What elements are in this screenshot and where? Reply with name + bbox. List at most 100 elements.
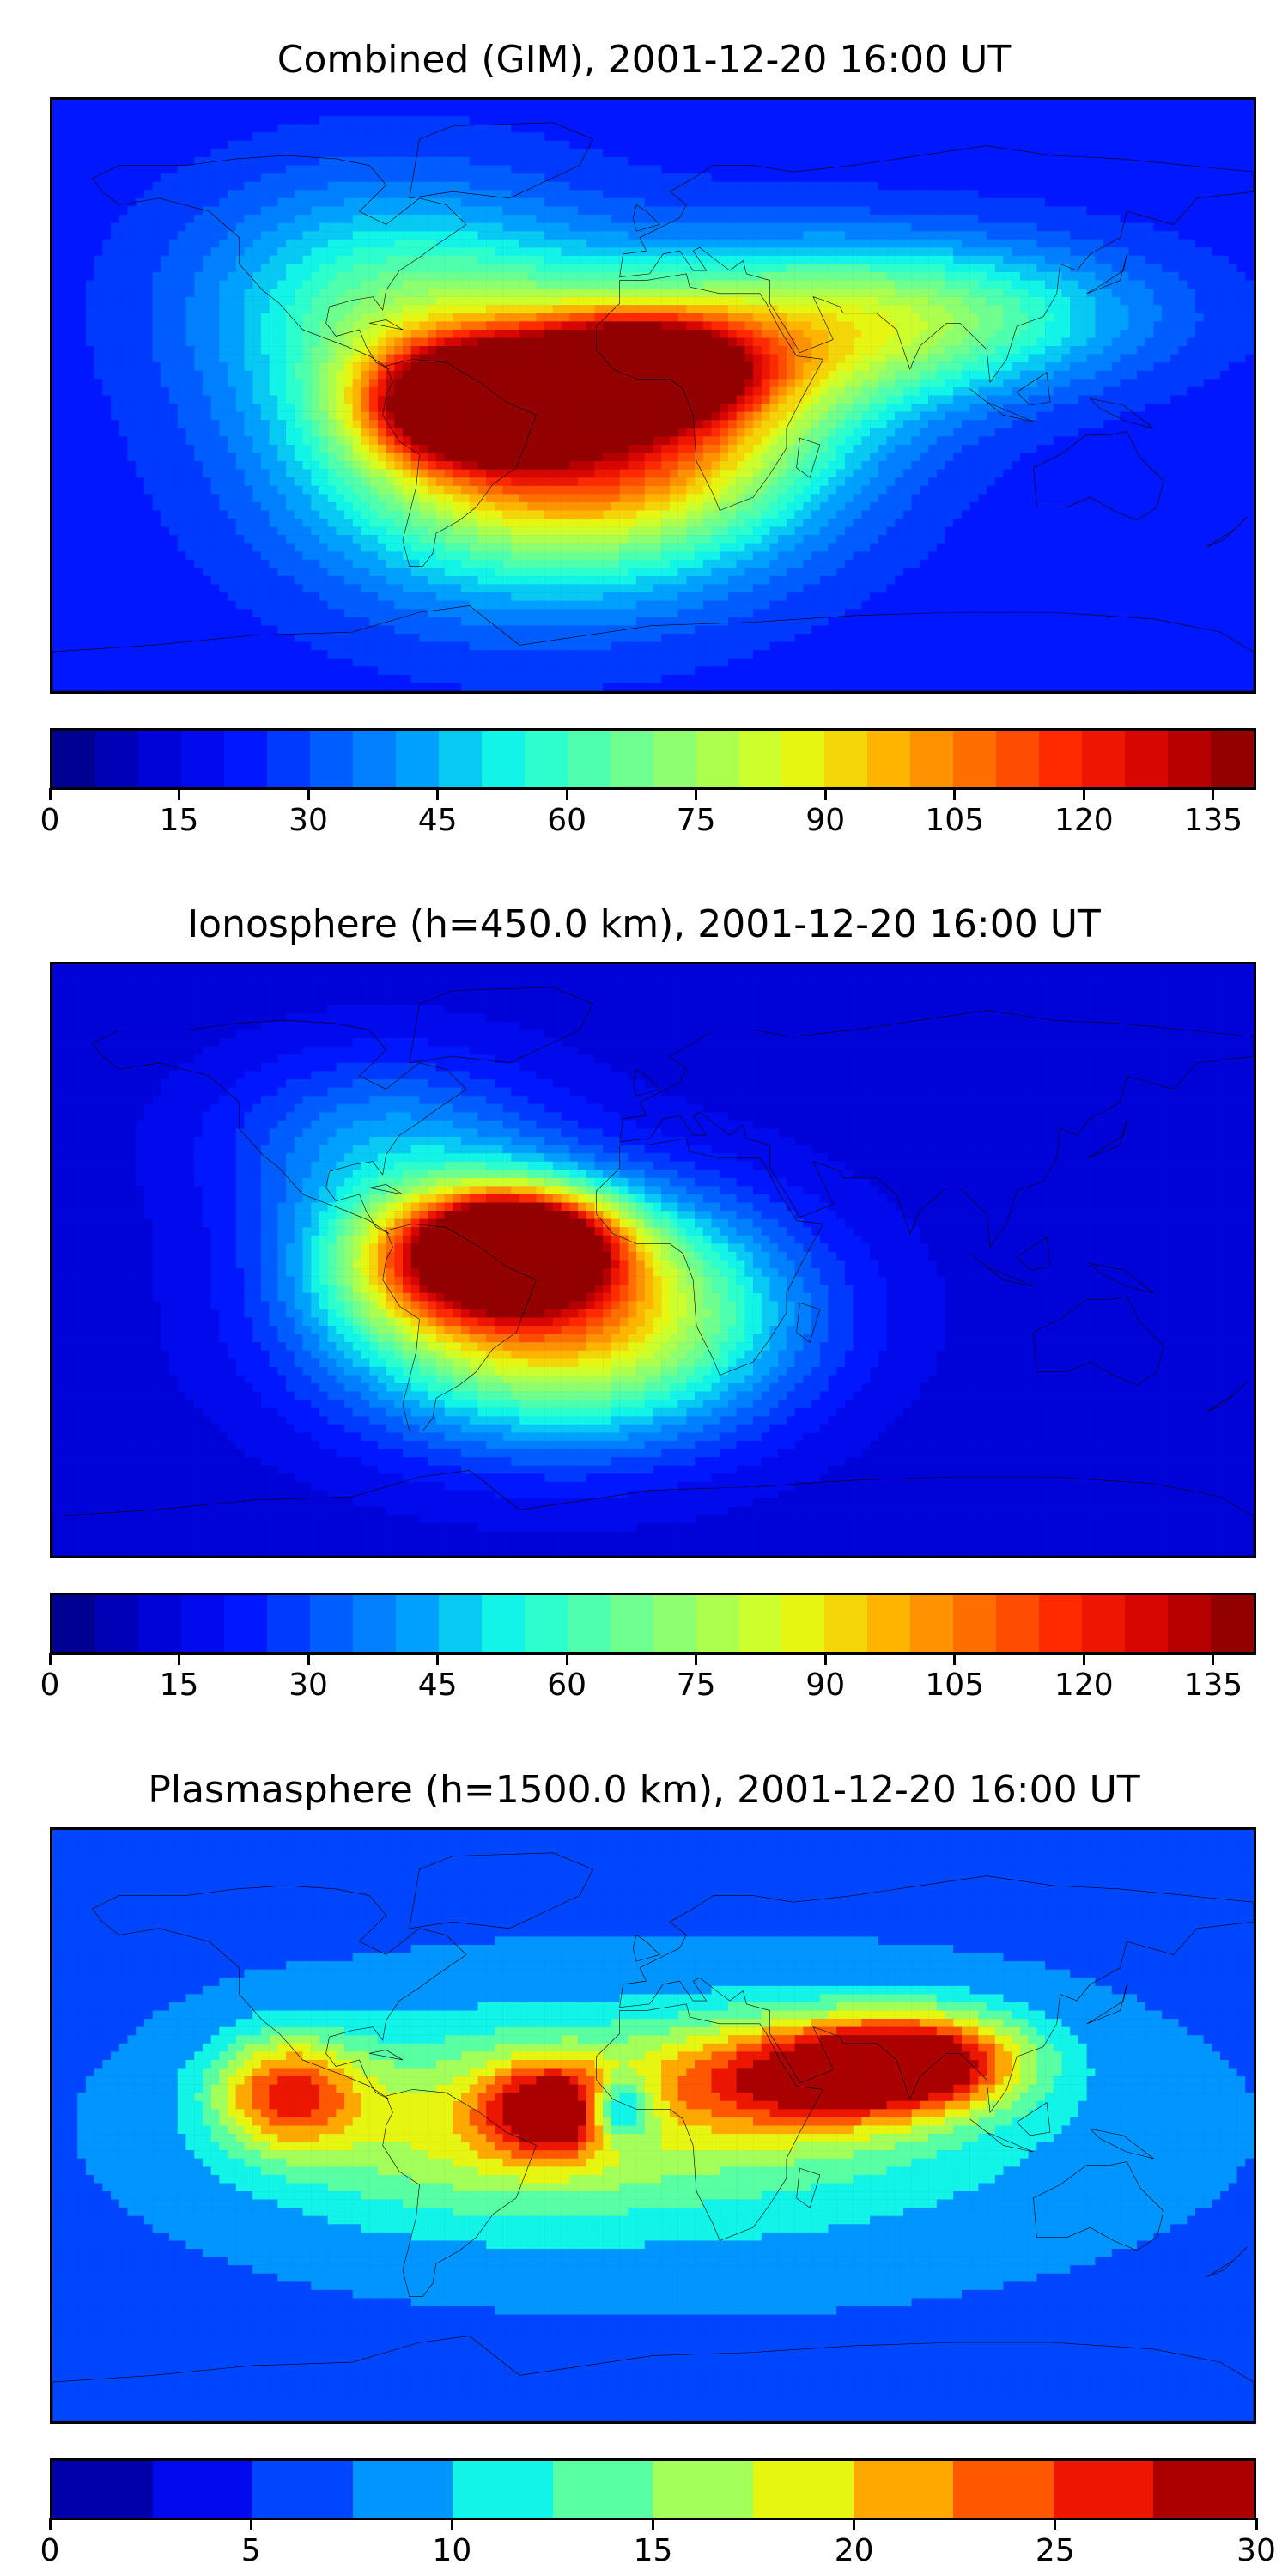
contour-cell [1028, 337, 1037, 347]
contour-cell [302, 190, 312, 199]
contour-cell [228, 181, 236, 191]
contour-cell [644, 100, 653, 108]
contour-cell [594, 329, 604, 338]
contour-cell [260, 107, 270, 117]
contour-cell [210, 116, 220, 125]
contour-cell [969, 214, 979, 223]
contour-cell [419, 197, 428, 207]
contour-cell [994, 181, 1004, 191]
contour-cell [143, 214, 153, 223]
contour-cell [578, 173, 586, 182]
contour-cell [644, 124, 653, 133]
contour-cell [669, 329, 678, 338]
contour-cell [1178, 271, 1188, 281]
contour-cell [1028, 173, 1037, 182]
contour-cell [252, 239, 262, 248]
contour-cell [494, 329, 503, 338]
contour-cell [302, 156, 312, 166]
contour-cell [277, 321, 287, 331]
contour-cell [987, 100, 996, 108]
contour-cell [185, 156, 195, 166]
contour-cell [945, 370, 954, 380]
contour-cell [886, 132, 896, 142]
contour-cell [628, 255, 637, 264]
contour-cell [778, 231, 787, 240]
contour-cell [1228, 197, 1237, 207]
contour-cell [836, 140, 846, 149]
contour-cell [386, 264, 395, 273]
contour-cell [1203, 280, 1212, 289]
contour-cell [210, 231, 220, 240]
contour-cell [1053, 296, 1062, 306]
contour-cell [536, 271, 545, 281]
contour-cell [319, 370, 328, 380]
contour-cell [419, 214, 428, 223]
contour-cell [403, 255, 411, 264]
contour-cell [870, 264, 879, 273]
contour-cell [1070, 132, 1079, 142]
contour-cell [210, 197, 220, 207]
contour-cell [811, 156, 820, 166]
contour-cell [136, 107, 145, 117]
contour-cell [994, 271, 1004, 281]
contour-cell [1162, 370, 1171, 380]
contour-cell [1220, 346, 1230, 355]
contour-cell [969, 116, 979, 125]
contour-cell [311, 321, 320, 331]
contour-cell [519, 107, 528, 117]
contour-cell [753, 156, 762, 166]
contour-cell [202, 197, 211, 207]
contour-cell [953, 264, 963, 273]
contour-cell [1212, 305, 1221, 313]
contour-cell [1078, 116, 1087, 125]
contour-cell [1162, 289, 1171, 297]
contour-cell [1212, 156, 1221, 166]
contour-cell [619, 264, 629, 273]
contour-cell [277, 247, 287, 257]
contour-cell [210, 296, 220, 306]
contour-cell [994, 305, 1004, 313]
contour-cell [569, 214, 579, 223]
contour-cell [669, 206, 678, 216]
contour-cell [210, 271, 220, 281]
contour-cell [69, 173, 78, 182]
contour-cell [52, 239, 61, 248]
contour-cell [494, 337, 503, 347]
contour-cell [377, 264, 386, 273]
contour-cell [428, 214, 437, 223]
contour-cell [444, 140, 453, 149]
contour-cell [1095, 116, 1104, 125]
contour-cell [552, 149, 562, 158]
contour-cell [260, 379, 270, 388]
contour-cell [778, 100, 787, 108]
contour-cell [769, 239, 779, 248]
contour-cell [886, 305, 896, 313]
contour-cell [945, 173, 954, 182]
contour-cell [1111, 197, 1121, 207]
contour-cell [502, 337, 512, 347]
contour-cell [1178, 289, 1188, 297]
contour-cell [1078, 239, 1087, 248]
contour-cell [978, 271, 987, 281]
contour-cell [286, 165, 295, 174]
contour-cell [428, 181, 437, 191]
contour-cell [511, 329, 520, 338]
contour-cell [628, 321, 637, 331]
contour-cell [361, 346, 370, 355]
contour-cell [1061, 173, 1071, 182]
contour-cell [69, 124, 78, 133]
contour-cell [1045, 305, 1054, 313]
contour-cell [744, 197, 754, 207]
contour-cell [653, 289, 662, 297]
contour-cell [727, 116, 737, 125]
contour-cell [686, 264, 696, 273]
contour-cell [769, 124, 779, 133]
contour-cell [494, 165, 503, 174]
contour-cell [987, 313, 996, 322]
contour-cell [527, 231, 537, 240]
contour-cell [1061, 313, 1071, 322]
contour-cell [1145, 116, 1154, 125]
contour-cell [286, 264, 295, 273]
contour-cell [1220, 156, 1230, 166]
contour-cell [228, 206, 236, 216]
